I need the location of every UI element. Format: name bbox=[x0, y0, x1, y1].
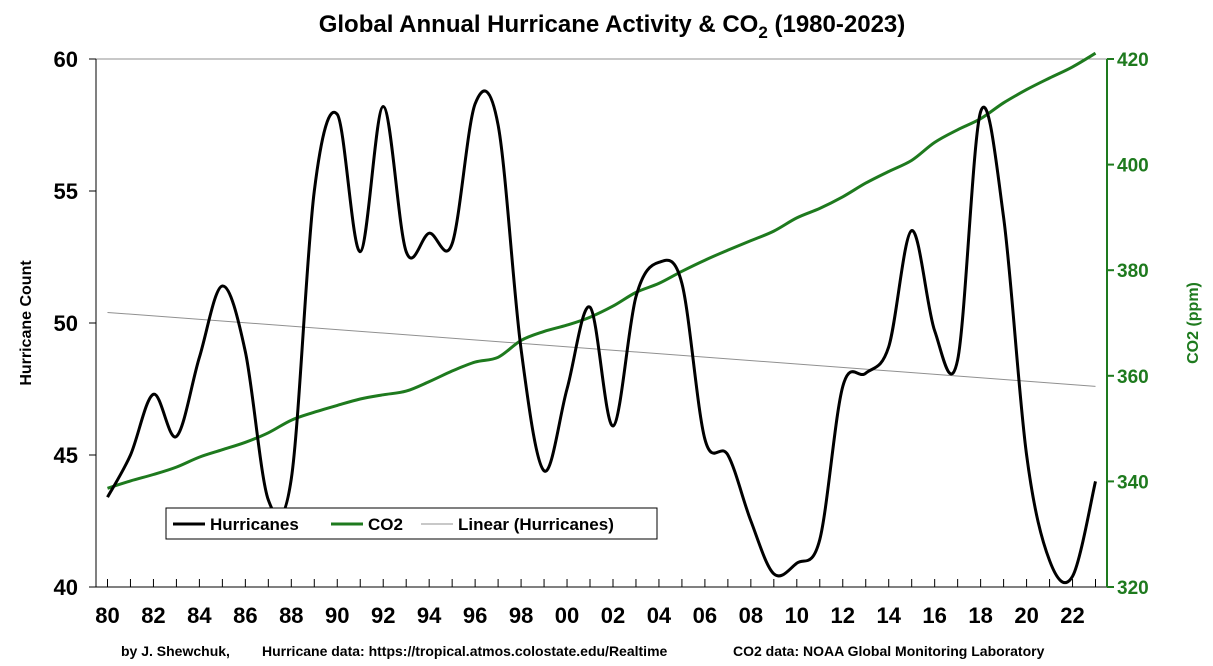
axes: 40 45 50 55 60 320 340 360 380 400 420 80 82 84 86 88 90… bbox=[54, 47, 1149, 628]
legend-label-co2: CO2 bbox=[368, 515, 403, 534]
y-tick-label: 45 bbox=[54, 443, 78, 468]
x-tick-label: 88 bbox=[279, 603, 303, 628]
x-tick-label: 22 bbox=[1060, 603, 1084, 628]
x-tick-label: 08 bbox=[739, 603, 763, 628]
chart-title-years: (1980-2023) bbox=[768, 11, 905, 38]
x-tick-label: 82 bbox=[141, 603, 165, 628]
x-tick-label: 96 bbox=[463, 603, 487, 628]
x-tick-label: 18 bbox=[968, 603, 992, 628]
x-tick-label: 92 bbox=[371, 603, 395, 628]
y2-tick-label: 420 bbox=[1117, 50, 1149, 71]
y-axis-label: Hurricane Count bbox=[18, 260, 35, 386]
x-tick-label: 20 bbox=[1014, 603, 1038, 628]
x-tick-label: 80 bbox=[95, 603, 119, 628]
x-tick-label: 14 bbox=[876, 603, 901, 628]
series-co2-line bbox=[107, 51, 1097, 490]
y2-tick-label: 400 bbox=[1117, 156, 1149, 177]
series-group bbox=[106, 51, 1097, 585]
chart-title: Global Annual Hurricane Activity & CO2 (… bbox=[319, 11, 906, 42]
y-tick-label: 40 bbox=[54, 575, 78, 600]
y2-tick-label: 340 bbox=[1117, 472, 1149, 493]
x-tick-label: 12 bbox=[831, 603, 855, 628]
legend-label-hurricanes: Hurricanes bbox=[210, 515, 299, 534]
credit-co2-source: CO2 data: NOAA Global Monitoring Laborat… bbox=[733, 643, 1045, 659]
y-tick-label: 50 bbox=[54, 311, 78, 336]
x-tick-label: 98 bbox=[509, 603, 533, 628]
series-hurricanes-line bbox=[106, 89, 1097, 585]
credit-author: by J. Shewchuk, bbox=[121, 643, 230, 659]
chart-title-subscript: 2 bbox=[758, 23, 767, 42]
x-tick-label: 06 bbox=[693, 603, 717, 628]
credit-hurricane-source: Hurricane data: https://tropical.atmos.c… bbox=[262, 643, 668, 659]
x-tick-label: 84 bbox=[187, 603, 212, 628]
x-tick-label: 86 bbox=[233, 603, 257, 628]
x-tick-label: 04 bbox=[647, 603, 672, 628]
x-tick-label: 16 bbox=[922, 603, 946, 628]
y-tick-label: 55 bbox=[54, 179, 78, 204]
x-tick-label: 94 bbox=[417, 603, 442, 628]
x-tick-label: 00 bbox=[555, 603, 579, 628]
y2-tick-label: 380 bbox=[1117, 261, 1149, 282]
y2-tick-label: 320 bbox=[1117, 578, 1149, 599]
chart-title-main: Global Annual Hurricane Activity & CO bbox=[319, 11, 759, 38]
x-tick-label: 90 bbox=[325, 603, 349, 628]
y2-tick-label: 360 bbox=[1117, 367, 1149, 388]
legend-label-linear: Linear (Hurricanes) bbox=[458, 515, 614, 534]
series-linear-hurricanes-trendline bbox=[107, 311, 1096, 387]
y-tick-label: 60 bbox=[54, 47, 78, 72]
x-tick-label: 02 bbox=[601, 603, 625, 628]
legend: Hurricanes CO2 Linear (Hurricanes) bbox=[165, 507, 658, 540]
x-tick-label: 10 bbox=[785, 603, 809, 628]
legend-box bbox=[165, 507, 658, 540]
y2-axis-label: CO2 (ppm) bbox=[1185, 282, 1202, 364]
